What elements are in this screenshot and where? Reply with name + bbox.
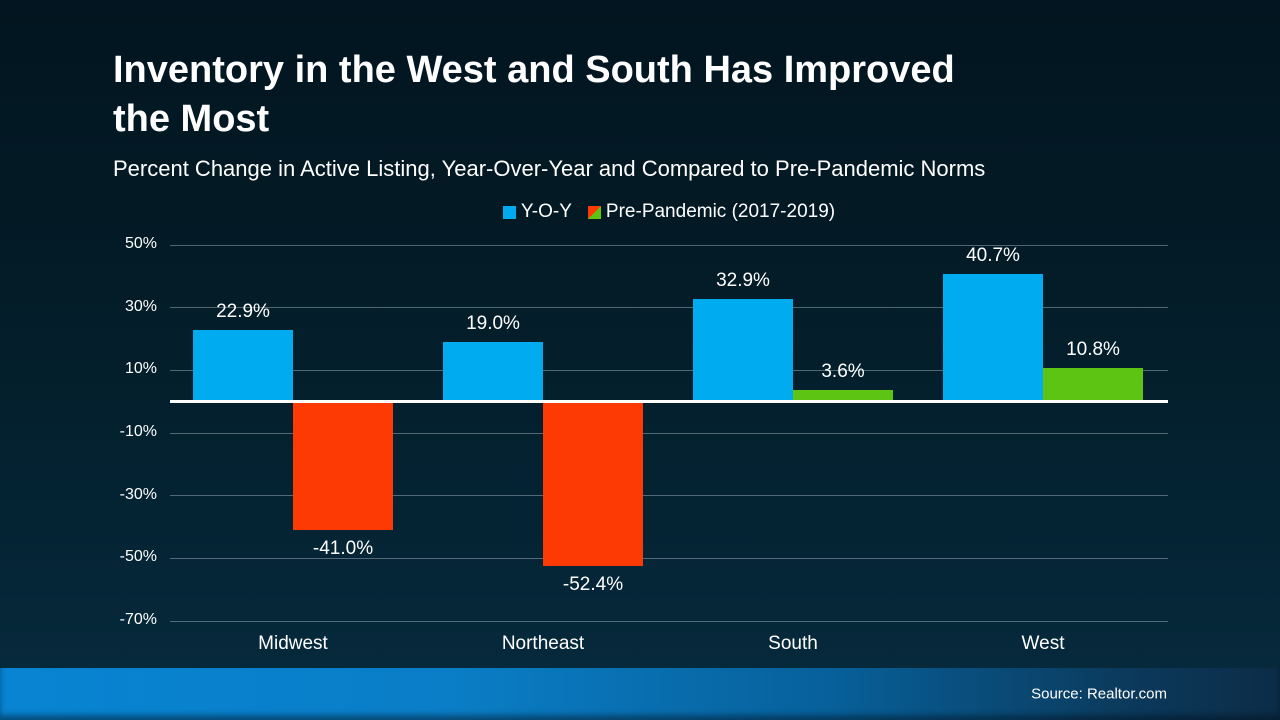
bar-pre-pandemic-2017-2019-northeast [543,401,643,566]
y-axis-tick-label: -10% [119,423,157,440]
bar-y-o-y-northeast [443,342,543,402]
gridline [170,369,1168,371]
x-axis-label-south: South [768,633,818,654]
x-axis-label-midwest: Midwest [258,633,328,654]
value-label-pre-pandemic-2017-2019-midwest: -41.0% [312,538,374,560]
footer-bar: Source: Realtor.com [0,668,1280,720]
legend-label: Y-O-Y [520,201,572,222]
y-axis-tick-label: 30% [124,297,157,315]
bar-pre-pandemic-2017-2019-midwest [293,401,393,531]
gridline [170,244,1168,246]
gridline [170,307,1168,309]
y-axis-tick-label: -30% [119,485,157,503]
bar-pre-pandemic-2017-2019-south [793,390,893,402]
page-title: Inventory in the West and South Has Impr… [113,46,1163,144]
value-label-y-o-y-south: 32.9% [716,269,770,291]
bar-pre-pandemic-2017-2019-west [1043,367,1143,402]
bar-y-o-y-midwest [193,329,293,402]
source-text: Source: Realtor.com [1031,685,1167,703]
y-axis-tick-label: 50% [124,235,157,252]
legend-label: Pre-Pandemic (2017-2019) [605,201,836,222]
bar-y-o-y-south [693,298,793,402]
x-axis-label-west: West [1021,633,1065,654]
legend-item-pre-pandemic-2017-2019: Pre-Pandemic (2017-2019) [587,201,836,223]
gridline [170,620,1168,622]
value-label-pre-pandemic-2017-2019-northeast: -52.4% [562,573,624,595]
value-label-pre-pandemic-2017-2019-west: 10.8% [1066,338,1120,360]
bar-y-o-y-west [943,274,1043,402]
legend-swatch-pre-pandemic-2017-2019 [587,205,601,219]
gridline [170,557,1168,559]
legend-swatch-y-o-y [502,205,516,219]
value-label-y-o-y-midwest: 22.9% [216,300,270,322]
y-axis-tick-label: -70% [119,611,157,628]
x-axis-label-northeast: Northeast [501,633,585,654]
zero-baseline [170,400,1168,404]
value-label-pre-pandemic-2017-2019-south: 3.6% [821,361,865,383]
page-title-line-1: Inventory in the West and South Has Impr… [113,49,955,91]
value-label-y-o-y-west: 40.7% [966,245,1020,267]
chart-subtitle: Percent Change in Active Listing, Year-O… [113,156,986,181]
y-axis-tick-label: 10% [124,360,157,378]
page-title-line-2: the Most [113,98,270,140]
value-label-y-o-y-northeast: 19.0% [466,313,520,335]
gridline [170,495,1168,497]
gridline [170,432,1168,434]
legend-item-y-o-y: Y-O-Y [502,201,572,223]
legend: Y-O-Y Pre-Pandemic (2017-2019) [170,200,1168,224]
y-axis-tick-label: -50% [119,548,157,566]
